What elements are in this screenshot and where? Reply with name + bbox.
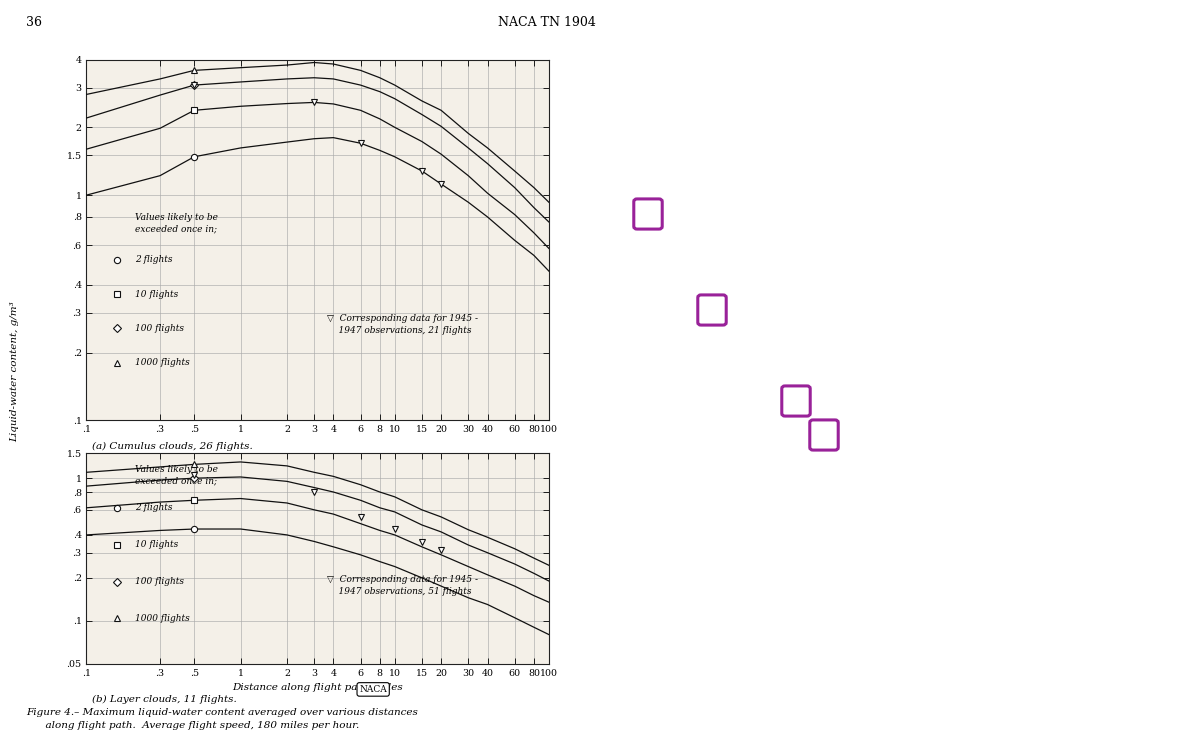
- Text: (b) Layer clouds, 11 flights.: (b) Layer clouds, 11 flights.: [92, 695, 238, 705]
- Text: Values likely to be
exceeded once in;: Values likely to be exceeded once in;: [135, 465, 219, 486]
- Text: 100 flights: 100 flights: [135, 324, 184, 333]
- X-axis label: Distance along flight path, miles: Distance along flight path, miles: [232, 683, 404, 692]
- Text: NACA: NACA: [359, 685, 387, 694]
- Text: ▽  Corresponding data for 1945 -
    1947 observations, 51 flights: ▽ Corresponding data for 1945 - 1947 obs…: [327, 575, 478, 596]
- Text: Values likely to be
exceeded once in;: Values likely to be exceeded once in;: [135, 213, 219, 234]
- Text: 10 flights: 10 flights: [135, 540, 178, 549]
- Text: 2 flights: 2 flights: [135, 255, 173, 264]
- Text: 10 flights: 10 flights: [135, 289, 178, 298]
- Text: 100 flights: 100 flights: [135, 577, 184, 586]
- Text: Liquid-water content, g/m³: Liquid-water content, g/m³: [10, 301, 19, 443]
- Text: NACA TN 1904: NACA TN 1904: [497, 16, 596, 29]
- Text: 1000 flights: 1000 flights: [135, 358, 190, 367]
- Text: 1000 flights: 1000 flights: [135, 614, 190, 623]
- Text: 36: 36: [26, 16, 42, 29]
- Text: 2 flights: 2 flights: [135, 504, 173, 513]
- Text: (a) Cumulus clouds, 26 flights.: (a) Cumulus clouds, 26 flights.: [92, 441, 253, 451]
- Text: Figure 4.– Maximum liquid-water content averaged over various distances
      al: Figure 4.– Maximum liquid-water content …: [26, 708, 418, 730]
- Text: ▽  Corresponding data for 1945 -
    1947 observations, 21 flights: ▽ Corresponding data for 1945 - 1947 obs…: [327, 314, 478, 335]
